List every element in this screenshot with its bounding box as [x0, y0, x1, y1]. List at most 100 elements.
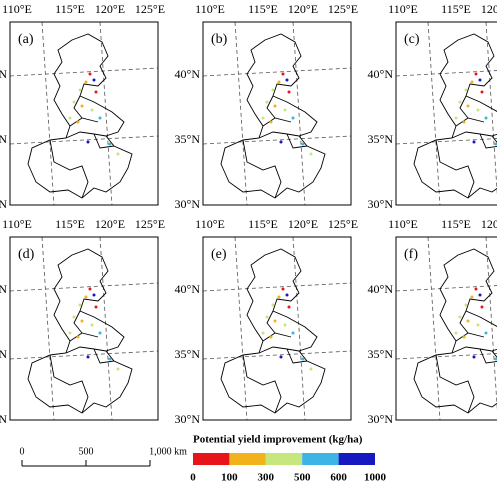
lat-label: 40°N — [368, 282, 394, 296]
graticule — [202, 135, 352, 145]
lon-label: 110°E — [195, 2, 225, 16]
legend-tick: 0 — [190, 472, 196, 484]
panel-frame — [9, 236, 159, 421]
graticule — [234, 236, 248, 421]
lat-label: 30°N — [175, 197, 201, 211]
lon-label: 120°E — [95, 2, 125, 16]
graticule — [202, 67, 352, 77]
lat-label: 30°N — [368, 412, 394, 426]
lon-label: 115°E — [248, 2, 278, 16]
lat-label: 30°N — [175, 412, 201, 426]
lat-label: 30°N — [368, 197, 394, 211]
graticule — [99, 236, 113, 421]
lon-label: 110°E — [2, 2, 32, 16]
lon-label: 120°E — [95, 217, 125, 231]
map-outline — [220, 33, 326, 199]
graticule — [234, 21, 248, 206]
lon-label: 110°E — [2, 217, 32, 231]
lat-label: 40°N — [175, 67, 201, 81]
lon-label: 125°E — [135, 2, 165, 16]
lat-label: 30°N — [0, 412, 7, 426]
panel-label: (e) — [211, 247, 227, 262]
lon-label: 125°E — [328, 2, 358, 16]
panel-label: (b) — [211, 32, 228, 47]
lat-label: 40°N — [175, 282, 201, 296]
graticule — [485, 21, 497, 196]
graticule — [395, 138, 497, 145]
panel-frame — [395, 21, 497, 206]
graticule — [202, 350, 352, 360]
map-panel: (a) 110°E 115°E 120°E 125°E 40°N 35°N 30°N — [0, 2, 165, 211]
panel-label: (a) — [18, 32, 34, 47]
legend-tick: 600 — [330, 472, 347, 484]
map-outline — [27, 33, 133, 199]
panel-frame — [202, 236, 352, 421]
lon-label: 120°E — [288, 217, 318, 231]
lat-label: 35°N — [368, 132, 394, 146]
graticule — [9, 135, 159, 145]
graticule — [99, 21, 113, 206]
lon-label: 115°E — [55, 2, 85, 16]
graticule — [485, 236, 497, 411]
legend-swatch — [338, 453, 375, 465]
graticule — [292, 236, 306, 421]
lon-label: 110°E — [388, 217, 418, 231]
lon-label: 120°E — [288, 2, 318, 16]
lat-label: 30°N — [0, 197, 7, 211]
panel-label: (c) — [404, 32, 420, 47]
map-panel: (e) 110°E 115°E 120°E 125°E 40°N 35°N 30°N — [175, 217, 359, 426]
lat-label: 35°N — [0, 347, 7, 361]
legend-swatch — [302, 453, 339, 465]
lon-label: 120°E — [481, 217, 497, 231]
panel-label: (d) — [18, 247, 35, 262]
lat-label: 40°N — [0, 282, 7, 296]
map-outline — [413, 33, 497, 199]
legend-title: Potential yield improvement (kg/ha) — [193, 434, 363, 446]
panel-frame — [202, 21, 352, 206]
lon-label: 115°E — [248, 217, 278, 231]
scale-label: 0 — [20, 446, 25, 457]
graticule — [427, 21, 441, 206]
map-panel: (d) 110°E 115°E 120°E 125°E 40°N 35°N 30°N — [0, 217, 165, 426]
lon-label: 115°E — [441, 217, 471, 231]
scale-label: 1,000 km — [149, 446, 187, 457]
graticule — [9, 67, 159, 77]
graticule — [9, 350, 159, 360]
lon-label: 125°E — [328, 217, 358, 231]
graticule — [292, 21, 306, 206]
lat-label: 35°N — [175, 132, 201, 146]
lon-label: 110°E — [195, 217, 225, 231]
lat-label: 40°N — [0, 67, 7, 81]
graticule — [9, 282, 159, 292]
legend-swatch — [229, 453, 266, 465]
lon-label: 125°E — [135, 217, 165, 231]
map-outline — [413, 248, 497, 414]
legend-swatch — [193, 453, 230, 465]
scale-label: 500 — [79, 446, 94, 457]
lon-label: 115°E — [441, 2, 471, 16]
lon-label: 120°E — [481, 2, 497, 16]
legend-tick: 100 — [221, 472, 238, 484]
lat-label: 35°N — [368, 347, 394, 361]
legend-swatch — [265, 453, 303, 465]
map-outline — [27, 248, 133, 414]
panel-frame — [9, 21, 159, 206]
graticule — [395, 353, 497, 360]
lat-label: 40°N — [368, 67, 394, 81]
legend-tick: 500 — [294, 472, 311, 484]
graticule — [395, 285, 497, 292]
graticule — [395, 70, 497, 77]
map-panel: (b) 110°E 115°E 120°E 125°E 40°N 35°N 30°N — [175, 2, 359, 211]
legend-tick: 1000 — [364, 472, 387, 484]
map-outline — [220, 248, 326, 414]
graticule — [41, 21, 55, 206]
lat-label: 35°N — [175, 347, 201, 361]
panel-frame — [395, 236, 497, 421]
lat-label: 35°N — [0, 132, 7, 146]
graticule — [41, 236, 55, 421]
graticule — [202, 282, 352, 292]
lon-label: 115°E — [55, 217, 85, 231]
